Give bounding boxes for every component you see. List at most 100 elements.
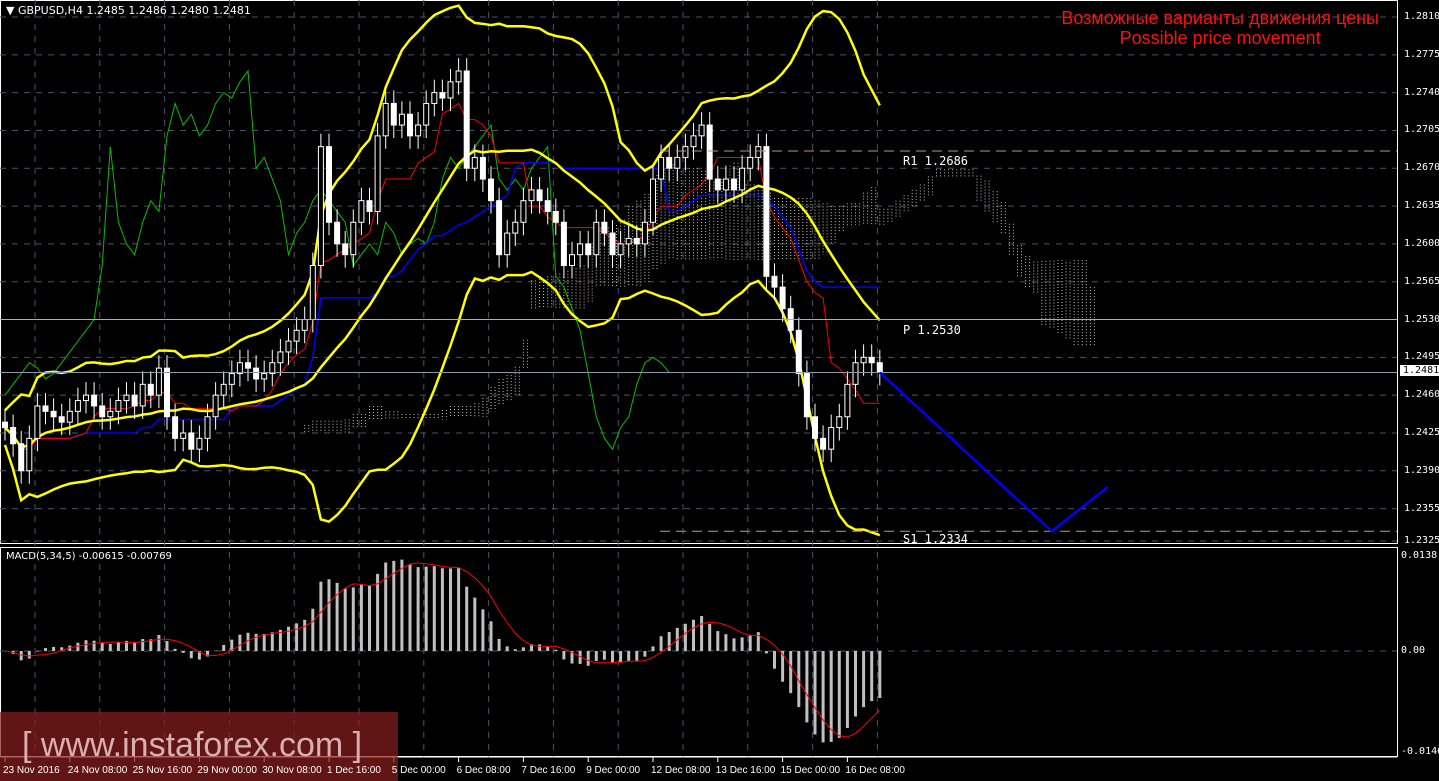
time-tick-label: 16 Dec 08:00 xyxy=(845,765,905,776)
candle-body xyxy=(293,329,300,342)
candle-body xyxy=(447,81,454,99)
candle-body xyxy=(722,178,729,191)
candle-body xyxy=(609,232,616,256)
candle-body xyxy=(569,254,575,266)
candle-body xyxy=(803,373,810,418)
candle-body xyxy=(755,146,762,158)
candle-body xyxy=(155,367,162,396)
price-tick-label: 1.2325 xyxy=(1404,535,1439,546)
candle-body xyxy=(868,356,875,364)
candle-body xyxy=(415,124,422,137)
time-tick-label: 29 Nov 00:00 xyxy=(197,765,257,776)
candle-body xyxy=(172,416,179,439)
macd-tick-label: 0.00 xyxy=(1401,645,1426,656)
macd-info: MACD(5,34,5) -0.00615 -0.00769 xyxy=(6,551,172,562)
candle-body xyxy=(196,437,203,450)
symbol-info: ▼ GBPUSD,H4 1.2485 1.2486 1.2480 1.2481 xyxy=(6,4,251,17)
candle-body xyxy=(633,237,640,245)
dropdown-icon[interactable]: ▼ xyxy=(6,4,18,17)
candle-body xyxy=(625,237,632,245)
time-tick-label: 30 Nov 08:00 xyxy=(262,765,322,776)
current-price-label: 1.2481 xyxy=(1400,365,1439,376)
candle-body xyxy=(423,102,430,126)
candle-body xyxy=(42,405,49,412)
time-tick-label: 6 Dec 08:00 xyxy=(456,765,511,776)
price-tick-label: 1.2775 xyxy=(1404,48,1439,60)
time-tick-label: 13 Dec 16:00 xyxy=(715,765,776,776)
candle-body xyxy=(593,221,600,256)
candle-body xyxy=(374,135,381,212)
price-tick-label: 1.2670 xyxy=(1404,162,1439,174)
price-tick-label: 1.2425 xyxy=(1404,426,1439,438)
candle-body xyxy=(366,200,373,212)
candle-body xyxy=(358,200,365,223)
candle-body xyxy=(763,146,770,277)
candle-body xyxy=(131,394,138,407)
macd-signal-line xyxy=(4,562,881,738)
level-label-r1: R1 1.2686 xyxy=(903,153,969,168)
candle-body xyxy=(188,432,195,450)
price-tick-label: 1.2530 xyxy=(1404,313,1439,325)
time-tick-label: 7 Dec 16:00 xyxy=(521,765,576,776)
macd-tick-label: -0.01467 xyxy=(1401,746,1439,757)
candle-body xyxy=(496,200,503,256)
candle-body xyxy=(50,410,57,418)
candle-body xyxy=(91,394,98,407)
candle-body xyxy=(301,319,308,331)
candle-body xyxy=(552,210,559,223)
candle-body xyxy=(407,113,413,137)
candle-body xyxy=(520,200,527,223)
candle-body xyxy=(820,437,827,450)
candle-body xyxy=(123,394,130,402)
candle-body xyxy=(795,329,802,375)
candle-body xyxy=(666,156,673,169)
candle-body xyxy=(228,373,235,385)
candle-body xyxy=(536,189,543,202)
candle-body xyxy=(698,124,705,137)
candle-body xyxy=(83,394,89,402)
candle-body xyxy=(844,383,851,418)
candle-body xyxy=(488,178,494,202)
candle-body xyxy=(326,146,332,223)
candle-body xyxy=(245,362,251,369)
candle-body xyxy=(455,70,462,83)
candle-body xyxy=(220,383,227,396)
candle-body xyxy=(812,416,818,439)
candle-body xyxy=(731,178,737,191)
candle-body xyxy=(560,221,567,266)
candle-body xyxy=(650,178,656,223)
candle-body xyxy=(836,416,843,429)
candle-body xyxy=(739,167,746,191)
bollinger-lower-band xyxy=(3,270,881,537)
candle-body xyxy=(236,362,243,375)
price-tick-label: 1.2740 xyxy=(1404,86,1439,98)
price-tick-label: 1.2635 xyxy=(1404,200,1439,212)
candle-body xyxy=(74,400,81,412)
candle-body xyxy=(617,243,624,256)
candle-body xyxy=(431,92,438,104)
price-tick-label: 1.2600 xyxy=(1404,237,1439,249)
time-tick-label: 15 Dec 00:00 xyxy=(780,765,841,776)
candle-body xyxy=(528,189,535,202)
candle-body xyxy=(463,70,470,169)
candle-body xyxy=(204,416,211,439)
time-tick-label: 25 Nov 16:00 xyxy=(132,765,193,776)
candle-body xyxy=(512,221,519,234)
candle-body xyxy=(471,156,478,169)
bollinger-upper-band xyxy=(4,4,881,412)
candle-body xyxy=(350,221,357,256)
candle-body xyxy=(18,443,25,472)
candle-body xyxy=(690,135,697,148)
macd-tick-label: 0.0138 xyxy=(1401,550,1438,561)
time-tick-label: 24 Nov 08:00 xyxy=(67,765,128,776)
annotation-title: Возможные варианты движения цены Possible… xyxy=(1061,8,1379,48)
candle-body xyxy=(706,124,713,180)
candle-body xyxy=(10,427,17,445)
candle-body xyxy=(390,102,397,126)
candle-body xyxy=(309,264,316,321)
candle-body xyxy=(334,221,341,245)
candle-body xyxy=(641,221,648,245)
candle-body xyxy=(2,421,8,429)
candle-body xyxy=(180,432,187,439)
